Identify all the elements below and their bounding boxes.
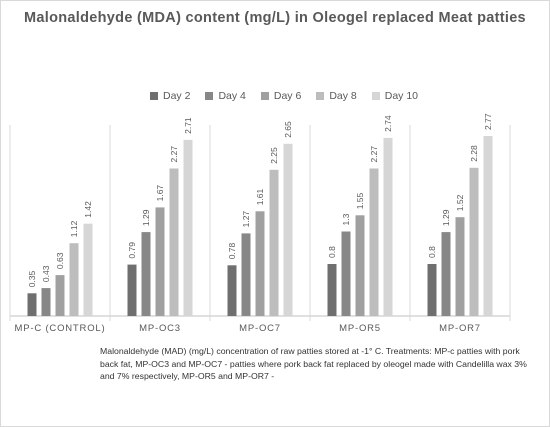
category-label: MP-OC3 (139, 323, 181, 334)
data-label: 0.78 (227, 242, 237, 259)
data-label: 1.67 (155, 185, 165, 202)
category-label: MP-C (CONTROL) (15, 323, 106, 334)
figure-caption: Malonaldehyde (MAD) (mg/L) concentration… (100, 346, 527, 381)
data-label: 0.79 (127, 242, 137, 259)
bar-mp-oc3-day-3 (155, 207, 165, 316)
legend-item-day-4: Day 8 (316, 90, 357, 102)
bar-mp-c-control-day-4 (69, 243, 79, 316)
legend-item-day-3: Day 6 (260, 90, 302, 102)
bar-mp-oc7-day-5 (283, 143, 293, 316)
bar-mp-or5-day-4 (369, 168, 379, 316)
legend-swatch (260, 92, 269, 100)
category-label: MP-OC7 (239, 323, 281, 334)
data-label: 0.8 (327, 246, 337, 258)
bar-mp-c-control-day-1 (27, 293, 37, 316)
legend-item-day-5: Day 10 (371, 90, 419, 102)
data-label: 1.12 (69, 220, 79, 237)
legend-swatch (316, 92, 325, 100)
bar-mp-or7-day-4 (469, 167, 479, 316)
legend-swatch (371, 92, 380, 100)
bar-mp-oc7-day-2 (241, 233, 251, 316)
legend-label: Day 4 (218, 90, 246, 102)
legend-item-day-2: Day 4 (205, 90, 246, 102)
data-label: 1.3 (341, 213, 351, 225)
bar-mp-oc7-day-4 (269, 169, 279, 317)
bar-mp-oc7-day-3 (255, 211, 265, 316)
legend-item-day-1: Day 2 (150, 90, 190, 102)
bar-mp-c-control-day-3 (55, 275, 65, 316)
bar-mp-oc3-day-2 (141, 232, 151, 316)
data-label: 0.8 (427, 246, 437, 258)
bar-mp-or7-day-3 (455, 217, 465, 316)
legend-label: Day 10 (384, 90, 419, 102)
bar-mp-or5-day-1 (327, 264, 337, 316)
data-label: 2.27 (369, 146, 379, 163)
bar-mp-or7-day-5 (483, 136, 493, 316)
bar-mp-or7-day-2 (441, 232, 451, 316)
category-label: MP-OR7 (439, 323, 481, 334)
data-label: 1.55 (355, 192, 365, 209)
bar-mp-oc3-day-4 (169, 168, 179, 316)
data-label: 1.27 (241, 211, 251, 228)
category-label: MP-OR5 (339, 323, 381, 334)
data-label: 1.29 (441, 209, 451, 226)
bar-mp-oc3-day-5 (183, 139, 193, 316)
legend-swatch (205, 92, 214, 100)
bar-mp-c-control-day-2 (41, 288, 51, 316)
data-label: 2.27 (169, 146, 179, 163)
chart-title: Malonaldehyde (MDA) content (mg/L) in Ol… (24, 10, 526, 26)
data-label: 1.61 (255, 188, 265, 205)
data-label: 0.35 (27, 270, 37, 287)
data-label: 2.77 (483, 113, 493, 130)
data-label: 0.43 (41, 265, 51, 282)
legend-label: Day 6 (273, 90, 302, 102)
bar-mp-oc3-day-1 (127, 264, 137, 316)
data-label: 2.65 (283, 121, 293, 138)
bar-mp-or5-day-2 (341, 231, 351, 316)
legend-label: Day 8 (329, 90, 357, 102)
data-label: 2.25 (269, 147, 279, 164)
bar-mp-oc7-day-1 (227, 265, 237, 316)
bar-mp-or7-day-1 (427, 264, 437, 316)
data-label: 2.74 (383, 115, 393, 132)
bar-mp-c-control-day-5 (83, 223, 93, 316)
data-label: 1.29 (141, 209, 151, 226)
legend-swatch (150, 92, 158, 100)
data-label: 1.52 (455, 194, 465, 211)
bar-mp-or5-day-3 (355, 215, 365, 317)
bar-mp-or5-day-5 (383, 137, 393, 316)
data-label: 0.63 (55, 252, 65, 269)
legend-label: Day 2 (163, 90, 191, 102)
chart-legend: Day 2 Day 4 Day 6 Day 8 Day 10 (150, 90, 418, 102)
data-label: 2.28 (469, 145, 479, 162)
data-label: 2.71 (183, 117, 193, 134)
data-label: 1.42 (83, 201, 93, 218)
